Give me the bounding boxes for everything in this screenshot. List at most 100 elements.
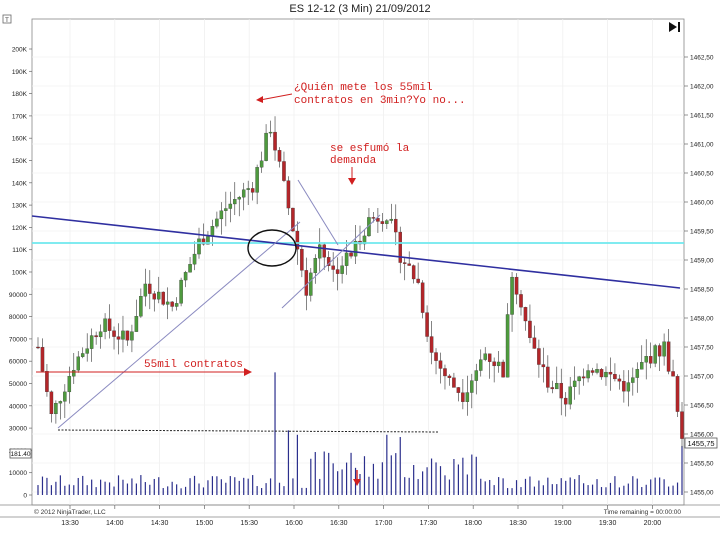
downtrend-line — [31, 215, 681, 289]
volume-reference-line — [57, 429, 439, 433]
candle-down — [116, 336, 121, 340]
last-price-label: 1455,75 — [687, 439, 714, 448]
y-right-tick-label: 1455,00 — [690, 490, 714, 497]
candle-down — [657, 345, 662, 357]
y-left-tick-label: 160K — [12, 136, 28, 143]
candle-up — [317, 244, 322, 259]
candle-down — [300, 249, 304, 271]
y-left-tick-label: 100K — [12, 270, 28, 277]
candle-up — [340, 265, 344, 274]
candle-up — [210, 226, 215, 237]
candle-down — [398, 231, 402, 263]
y-left-tick-label: 140K — [12, 180, 28, 187]
corner-box[interactable] — [2, 14, 12, 24]
candle-up — [255, 167, 259, 193]
candle-down — [304, 270, 309, 296]
candle-down — [492, 361, 496, 367]
candle-down — [349, 252, 353, 257]
candle-up — [174, 303, 179, 307]
candle-down — [286, 180, 291, 209]
candle-up — [219, 210, 224, 220]
y-right-tick-label: 1459,00 — [690, 258, 714, 265]
candle-down — [537, 348, 541, 365]
candle-up — [309, 272, 313, 296]
y-right-tick-label: 1460,50 — [690, 171, 714, 178]
candle-down — [371, 217, 376, 219]
candle-up — [67, 376, 72, 393]
candle-down — [563, 397, 568, 405]
x-tick-label: 16:30 — [330, 520, 348, 527]
candle-down — [277, 150, 282, 162]
annotation-demanda-line1: se esfumó la — [330, 143, 410, 155]
candle-up — [385, 220, 389, 224]
x-tick-label: 19:00 — [554, 520, 572, 527]
candle-down — [487, 353, 492, 362]
candle-up — [192, 253, 197, 265]
candle-up — [103, 318, 107, 332]
candle-down — [613, 374, 617, 380]
candle-up — [224, 208, 228, 211]
y-right-tick-label: 1457,00 — [690, 374, 714, 381]
candle-up — [206, 236, 210, 245]
y-left-tick-label: 60000 — [9, 359, 27, 366]
candle-down — [608, 371, 613, 375]
corner-glyph: T — [5, 18, 9, 24]
candle-up — [635, 369, 640, 378]
candle-up — [63, 391, 67, 402]
candle-down — [519, 294, 523, 308]
y-right-tick-label: 1455,50 — [690, 461, 714, 468]
channel-line-upper — [297, 179, 339, 246]
candle-down — [152, 293, 157, 300]
candle-up — [577, 376, 581, 382]
x-tick-label: 20:00 — [644, 520, 662, 527]
candle-down — [107, 318, 112, 331]
volume-badge-label: 181.40 — [11, 451, 31, 458]
x-tick-label: 17:30 — [420, 520, 438, 527]
candle-up — [121, 330, 125, 340]
candle-up — [165, 301, 170, 305]
last-price-badge — [684, 437, 718, 449]
plot-area — [31, 18, 685, 506]
candle-down — [514, 276, 519, 295]
candle-up — [496, 361, 501, 367]
candle-down — [322, 244, 326, 258]
candle-up — [640, 362, 644, 370]
x-tick-label: 17:00 — [375, 520, 393, 527]
y-left-tick-label: 180K — [12, 91, 28, 98]
highlight-circle — [247, 229, 297, 267]
candle-up — [259, 160, 264, 168]
y-right-tick-label: 1456,50 — [690, 403, 714, 410]
y-left-tick-label: 30000 — [9, 426, 27, 433]
candle-down — [112, 330, 116, 337]
annotation-arrow-quien — [259, 93, 293, 101]
candle-up — [586, 370, 590, 379]
annotation-quien-line2: contratos en 3min?Yo no... — [294, 95, 466, 107]
candle-down — [94, 335, 98, 338]
candle-down — [291, 207, 295, 232]
annotation-contratos: 55mil contratos — [144, 359, 243, 371]
candle-down — [429, 336, 434, 353]
candle-down — [452, 377, 456, 388]
candle-down — [671, 371, 675, 377]
y-right-tick-label: 1462,50 — [690, 55, 714, 62]
candle-down — [250, 188, 255, 193]
candle-down — [148, 283, 152, 294]
x-tick-label: 18:30 — [509, 520, 527, 527]
annotation-quien-line1: ¿Quién mete los 55mil — [294, 82, 433, 94]
candle-down — [622, 381, 626, 392]
play-to-end-icon[interactable] — [669, 22, 680, 32]
candle-down — [376, 218, 380, 222]
candle-down — [201, 238, 206, 245]
y-left-tick-label: 200K — [12, 47, 28, 54]
annotation-demanda-line2: demanda — [330, 155, 377, 167]
channel-line-lower — [281, 214, 381, 309]
candle-up — [313, 258, 318, 274]
candle-up — [183, 272, 188, 281]
candle-down — [125, 330, 130, 341]
y-right-tick-label: 1462,00 — [690, 84, 714, 91]
y-left-tick-label: 0 — [23, 493, 27, 500]
candle-up — [264, 132, 268, 161]
candle-up — [215, 218, 219, 227]
y-left-tick-label: 190K — [12, 69, 28, 76]
